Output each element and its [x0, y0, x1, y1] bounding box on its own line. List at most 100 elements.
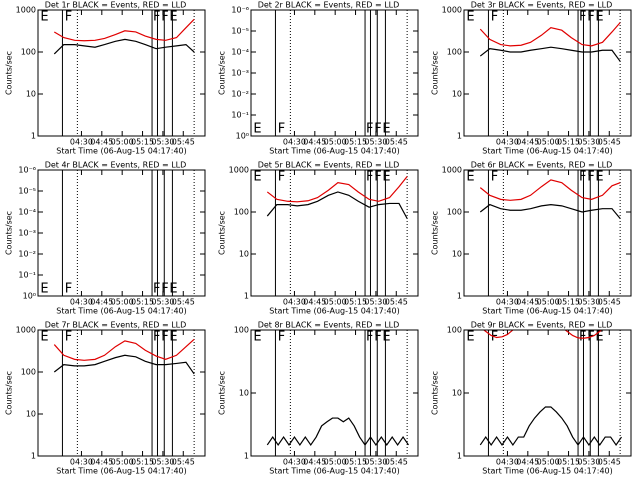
annotation: F [579, 10, 586, 25]
y-tick-label: 10⁻⁴ [231, 48, 249, 57]
panel-title: Det 3r BLACK = Events, RED = LLD [471, 1, 613, 10]
y-tick-label: 10 [452, 389, 462, 398]
annotation: F [579, 170, 586, 185]
annotation: F [278, 122, 285, 137]
y-tick-label: 10⁻⁵ [231, 27, 249, 36]
annotation: E [169, 10, 177, 25]
y-tick-label: 1000 [442, 166, 462, 175]
annotation: E [595, 170, 603, 185]
x-axis-label: Start Time (06-Aug-15 04:17:40) [56, 307, 187, 316]
panel-title: Det 9r BLACK = Events, RED = LLD [471, 321, 613, 330]
annotation: F [65, 330, 72, 345]
annotation: E [595, 330, 603, 345]
x-tick-label: 05:15 [131, 298, 154, 307]
y-tick-label: 10⁻⁵ [18, 187, 36, 196]
y-tick-label: 1 [457, 452, 462, 461]
y-tick-label: 100 [21, 368, 36, 377]
y-tick-label: 1000 [16, 326, 36, 335]
annotation: E [466, 10, 474, 25]
y-tick-label: 10 [239, 250, 249, 259]
annotation: F [491, 10, 498, 25]
y-tick-label: 100 [21, 48, 36, 57]
plot-frame [250, 169, 419, 297]
y-tick-label: 10⁻⁶ [231, 6, 249, 15]
y-axis-label: Counts/sec [5, 371, 14, 415]
x-tick-label: 05:15 [557, 298, 580, 307]
x-axis-label: Start Time (06-Aug-15 04:17:40) [482, 307, 613, 316]
x-tick-label: 05:45 [172, 298, 195, 307]
annotation: E [466, 170, 474, 185]
x-tick-label: 04:45 [516, 138, 539, 147]
x-tick-label: 05:45 [385, 298, 408, 307]
x-tick-label: 05:30 [577, 138, 600, 147]
x-tick-label: 05:15 [344, 298, 367, 307]
y-tick-label: 10⁻² [18, 250, 36, 259]
y-tick-label: 1 [457, 292, 462, 301]
x-tick-label: 04:45 [90, 138, 113, 147]
x-tick-label: 05:15 [344, 138, 367, 147]
annotation: F [374, 330, 381, 345]
y-tick-label: 1000 [442, 6, 462, 15]
y-tick-label: 10 [26, 410, 36, 419]
plot-frame [37, 169, 206, 297]
annotation: F [587, 10, 594, 25]
x-axis-label: Start Time (06-Aug-15 04:17:40) [56, 467, 187, 476]
x-tick-label: 05:15 [557, 138, 580, 147]
annotation: E [382, 330, 390, 345]
annotation: F [366, 330, 373, 345]
y-tick-label: 10⁻⁶ [18, 166, 36, 175]
y-tick-label: 1000 [16, 6, 36, 15]
annotation: E [169, 282, 177, 297]
annotation: F [153, 10, 160, 25]
x-tick-label: 04:30 [283, 138, 306, 147]
annotation: E [40, 10, 48, 25]
x-tick-label: 05:45 [598, 298, 621, 307]
x-tick-label: 04:30 [496, 458, 519, 467]
x-tick-label: 04:45 [516, 298, 539, 307]
y-tick-label: 10 [452, 90, 462, 99]
plot-frame [250, 9, 419, 137]
annotation: F [153, 282, 160, 297]
y-tick-label: 1 [31, 132, 36, 141]
y-axis-label: Counts/sec [5, 211, 14, 255]
panel: Det 9r BLACK = Events, RED = LLD Counts/s… [431, 321, 632, 476]
y-tick-label: 10⁻¹ [231, 111, 249, 120]
x-tick-label: 04:45 [303, 138, 326, 147]
x-tick-label: 05:45 [598, 138, 621, 147]
x-tick-label: 04:45 [90, 458, 113, 467]
x-axis-label: Start Time (06-Aug-15 04:17:40) [482, 467, 613, 476]
x-tick-label: 04:30 [70, 458, 93, 467]
x-tick-label: 05:45 [172, 138, 195, 147]
y-tick-label: 1000 [229, 166, 249, 175]
annotation: F [65, 10, 72, 25]
y-tick-label: 1 [457, 132, 462, 141]
y-tick-label: 10⁻² [231, 90, 249, 99]
x-tick-label: 05:00 [537, 298, 560, 307]
y-tick-label: 1 [31, 452, 36, 461]
y-axis-label: Counts/sec [218, 51, 227, 95]
x-tick-label: 05:30 [577, 298, 600, 307]
annotation: F [153, 330, 160, 345]
x-tick-label: 05:45 [385, 138, 408, 147]
y-tick-label: 100 [447, 48, 462, 57]
y-tick-label: 100 [447, 326, 462, 335]
x-tick-label: 05:45 [598, 458, 621, 467]
series-line [479, 406, 622, 446]
panel-title: Det 6r BLACK = Events, RED = LLD [471, 161, 613, 170]
annotation: E [253, 330, 261, 345]
panel: Det 4r BLACK = Events, RED = LLD Counts/s… [5, 161, 206, 316]
panel: Det 5r BLACK = Events, RED = LLD Counts/s… [218, 161, 419, 316]
series-line [53, 354, 195, 375]
panel-title: Det 2r BLACK = Events, RED = LLD [258, 1, 400, 10]
series-line [53, 338, 195, 361]
annotation: F [374, 122, 381, 137]
x-tick-label: 05:30 [364, 458, 387, 467]
x-tick-label: 05:00 [324, 298, 347, 307]
annotation: F [278, 170, 285, 185]
annotation: E [382, 170, 390, 185]
y-tick-label: 10⁰ [236, 132, 249, 141]
x-tick-label: 04:30 [70, 298, 93, 307]
panel: Det 8r BLACK = Events, RED = LLD Counts/s… [218, 321, 419, 476]
y-tick-label: 10⁻³ [231, 69, 249, 78]
y-tick-label: 10⁰ [23, 292, 36, 301]
